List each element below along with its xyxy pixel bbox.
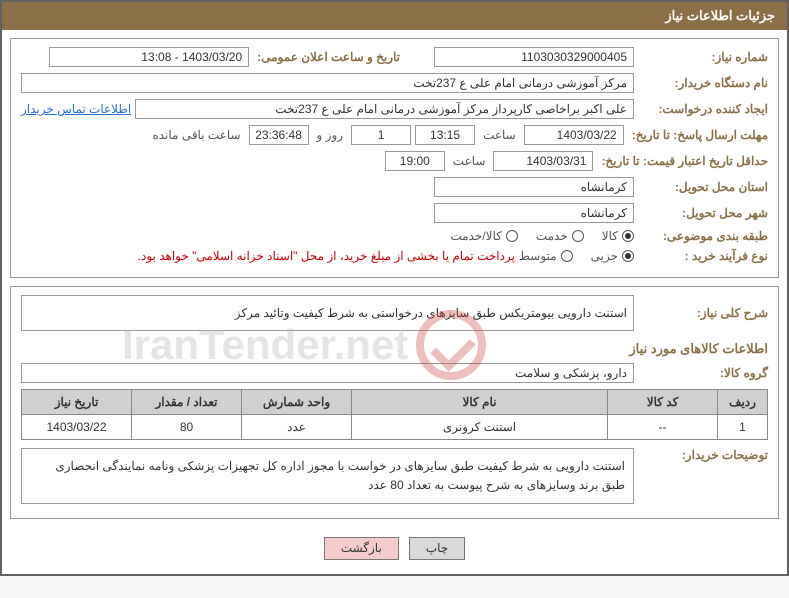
radio-goods-label: کالا [602, 229, 618, 243]
th-qty: تعداد / مقدار [132, 390, 242, 415]
radio-medium-label: متوسط [519, 249, 557, 263]
row-city: شهر محل تحویل: کرمانشاه [21, 203, 768, 223]
row-buyer-org: نام دستگاه خریدار: مرکز آموزشی درمانی ام… [21, 73, 768, 93]
table-header-row: ردیف کد کالا نام کالا واحد شمارش تعداد /… [22, 390, 768, 415]
td-row: 1 [718, 415, 768, 440]
group-value: دارو، پزشکی و سلامت [21, 363, 634, 383]
group-label: گروه کالا: [638, 366, 768, 380]
row-province: استان محل تحویل: کرمانشاه [21, 177, 768, 197]
row-deadline: مهلت ارسال پاسخ: تا تاریخ: 1403/03/22 سا… [21, 125, 768, 145]
radio-partial-label: جزیی [591, 249, 618, 263]
table-row: 1 -- استنت کرونری عدد 80 1403/03/22 [22, 415, 768, 440]
radio-both-label: کالا/خدمت [450, 229, 501, 243]
radio-icon [622, 230, 634, 242]
panel-title: جزئیات اطلاعات نیاز [2, 2, 787, 30]
need-no-value: 1103030329000405 [434, 47, 634, 67]
radio-service[interactable]: خدمت [536, 229, 584, 243]
radio-both[interactable]: کالا/خدمت [450, 229, 517, 243]
radio-icon [572, 230, 584, 242]
row-requester: ایجاد کننده درخواست: علی اکبر براخاصی کا… [21, 99, 768, 119]
deadline-date: 1403/03/22 [524, 125, 624, 145]
row-need-no: شماره نیاز: 1103030329000405 تاریخ و ساع… [21, 47, 768, 67]
remaining-label: ساعت باقی مانده [148, 128, 244, 142]
row-process: نوع فرآیند خرید : جزیی متوسط پرداخت تمام… [21, 249, 768, 263]
city-value: کرمانشاه [434, 203, 634, 223]
row-validity: حداقل تاریخ اعتبار قیمت: تا تاریخ: 1403/… [21, 151, 768, 171]
radio-goods[interactable]: کالا [602, 229, 634, 243]
button-row: چاپ بازگشت [10, 527, 779, 566]
days-remaining: 1 [351, 125, 411, 145]
goods-table: ردیف کد کالا نام کالا واحد شمارش تعداد /… [21, 389, 768, 440]
process-note: پرداخت تمام یا بخشی از مبلغ خرید، از محل… [138, 249, 515, 263]
buyer-org-value: مرکز آموزشی درمانی امام علی ع 237تخت [21, 73, 634, 93]
category-label: طبقه بندی موضوعی: [638, 229, 768, 243]
row-category: طبقه بندی موضوعی: کالا خدمت کالا/خدمت [21, 229, 768, 243]
goods-section-title: اطلاعات کالاهای مورد نیاز [21, 341, 768, 357]
desc-label: توضیحات خریدار: [638, 448, 768, 462]
td-date: 1403/03/22 [22, 415, 132, 440]
buyer-org-label: نام دستگاه خریدار: [638, 76, 768, 90]
radio-icon [561, 250, 573, 262]
th-code: کد کالا [608, 390, 718, 415]
process-label: نوع فرآیند خرید : [638, 249, 768, 263]
back-button[interactable]: بازگشت [324, 537, 399, 560]
category-radios: کالا خدمت کالا/خدمت [450, 229, 634, 243]
row-summary: شرح کلی نیاز: استنت دارویی بیومتریکس طبق… [21, 295, 768, 331]
validity-time: 19:00 [385, 151, 445, 171]
requester-value: علی اکبر براخاصی کارپرداز مرکز آموزشی در… [135, 99, 634, 119]
time-label-2: ساعت [449, 154, 490, 168]
remaining-time: 23:36:48 [249, 125, 309, 145]
row-desc: توضیحات خریدار: استنت دارویی به شرط کیفی… [21, 448, 768, 504]
deadline-label: مهلت ارسال پاسخ: تا تاریخ: [628, 128, 768, 142]
th-row: ردیف [718, 390, 768, 415]
td-name: استنت کرونری [352, 415, 608, 440]
summary-and-goods-box: شرح کلی نیاز: استنت دارویی بیومتریکس طبق… [10, 286, 779, 519]
days-and: روز و [313, 128, 348, 142]
summary-value: استنت دارویی بیومتریکس طبق سایزهای درخوا… [21, 295, 634, 331]
th-date: تاریخ نیاز [22, 390, 132, 415]
validity-date: 1403/03/31 [493, 151, 593, 171]
details-box: شماره نیاز: 1103030329000405 تاریخ و ساع… [10, 38, 779, 278]
td-qty: 80 [132, 415, 242, 440]
announce-label: تاریخ و ساعت اعلان عمومی: [253, 50, 430, 64]
main-panel: جزئیات اطلاعات نیاز IranTender.net شماره… [0, 0, 789, 576]
radio-partial[interactable]: جزیی [591, 249, 634, 263]
radio-icon [506, 230, 518, 242]
td-code: -- [608, 415, 718, 440]
province-label: استان محل تحویل: [638, 180, 768, 194]
th-unit: واحد شمارش [242, 390, 352, 415]
th-name: نام کالا [352, 390, 608, 415]
radio-icon [622, 250, 634, 262]
need-no-label: شماره نیاز: [638, 50, 768, 64]
row-group: گروه کالا: دارو، پزشکی و سلامت [21, 363, 768, 383]
deadline-time: 13:15 [415, 125, 475, 145]
contact-link[interactable]: اطلاعات تماس خریدار [21, 102, 131, 116]
desc-text: استنت دارویی به شرط کیفیت طبق سایزهای در… [21, 448, 634, 504]
time-label-1: ساعت [479, 128, 520, 142]
print-button[interactable]: چاپ [409, 537, 465, 560]
announce-value: 1403/03/20 - 13:08 [49, 47, 249, 67]
radio-medium[interactable]: متوسط [519, 249, 573, 263]
city-label: شهر محل تحویل: [638, 206, 768, 220]
process-radios: جزیی متوسط [519, 249, 634, 263]
requester-label: ایجاد کننده درخواست: [638, 102, 768, 116]
summary-label: شرح کلی نیاز: [638, 306, 768, 320]
validity-label: حداقل تاریخ اعتبار قیمت: تا تاریخ: [597, 154, 768, 168]
td-unit: عدد [242, 415, 352, 440]
radio-service-label: خدمت [536, 229, 568, 243]
panel-body: IranTender.net شماره نیاز: 1103030329000… [2, 30, 787, 574]
province-value: کرمانشاه [434, 177, 634, 197]
